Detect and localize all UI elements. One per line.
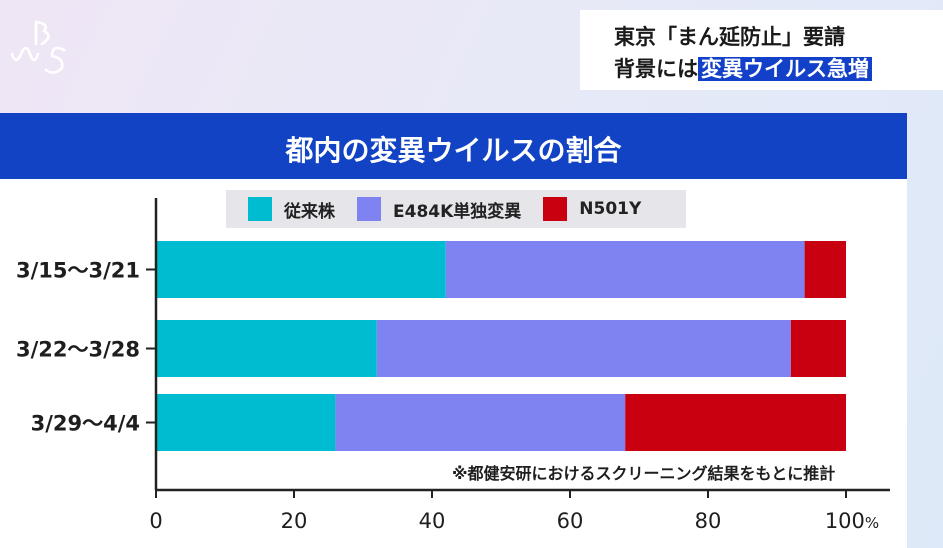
headline-line-1: 東京「まん延防止」要請 xyxy=(614,25,845,49)
x-tick-label-6: 100% xyxy=(825,509,879,533)
x-tick-label-1: 0 xyxy=(149,509,162,533)
chart-title-bar: 都内の変異ウイルスの割合 xyxy=(0,113,907,179)
legend-swatch-e484k xyxy=(357,197,381,221)
y-tick-label-3: 3/29〜4/4 xyxy=(31,412,140,436)
legend-item-e484k: E484K単独変異 xyxy=(357,197,521,222)
legend-label-e484k: E484K単独変異 xyxy=(393,201,522,222)
x-tick-label-3: 40 xyxy=(419,509,446,533)
news-headline: 東京「まん延防止」要請 背景には 変異ウイルス急増 xyxy=(580,10,943,90)
bar-segment-3-2 xyxy=(335,394,626,451)
y-tick-label-1: 3/15〜3/21 xyxy=(16,259,140,283)
tbs-logo xyxy=(10,20,66,74)
legend-label-n501y: N501Y xyxy=(579,199,642,219)
bar-segment-2-3 xyxy=(790,320,846,377)
legend-item-n501y: N501Y xyxy=(543,197,641,221)
x-tick-label-2: 20 xyxy=(281,509,308,533)
headline-prefix: 背景には xyxy=(614,57,698,81)
chart-legend: 従来株 E484K単独変異 N501Y xyxy=(226,190,686,228)
bar-segment-3-3 xyxy=(625,394,846,451)
legend-item-conventional: 従来株 xyxy=(248,197,335,222)
y-tick-label-2: 3/22〜3/28 xyxy=(16,338,140,362)
legend-swatch-conventional xyxy=(248,197,272,221)
chart-annotation: ※都健安研におけるスクリーニング結果をもとに推計 xyxy=(452,460,836,484)
x-tick-label-4: 60 xyxy=(557,509,584,533)
bar-segment-3-1 xyxy=(156,394,336,451)
x-tick-label-5: 80 xyxy=(695,509,722,533)
legend-swatch-n501y xyxy=(543,197,568,221)
bar-segment-1-1 xyxy=(156,241,446,298)
headline-highlight: 変異ウイルス急増 xyxy=(698,57,872,81)
headline-line-2: 背景には 変異ウイルス急増 xyxy=(614,53,872,83)
chart-title: 都内の変異ウイルスの割合 xyxy=(285,134,622,167)
bar-segment-1-2 xyxy=(445,241,805,298)
bar-segment-2-1 xyxy=(156,320,377,377)
bar-segment-1-3 xyxy=(804,241,846,298)
legend-label-conventional: 従来株 xyxy=(284,201,335,222)
bar-segment-2-2 xyxy=(376,320,791,377)
